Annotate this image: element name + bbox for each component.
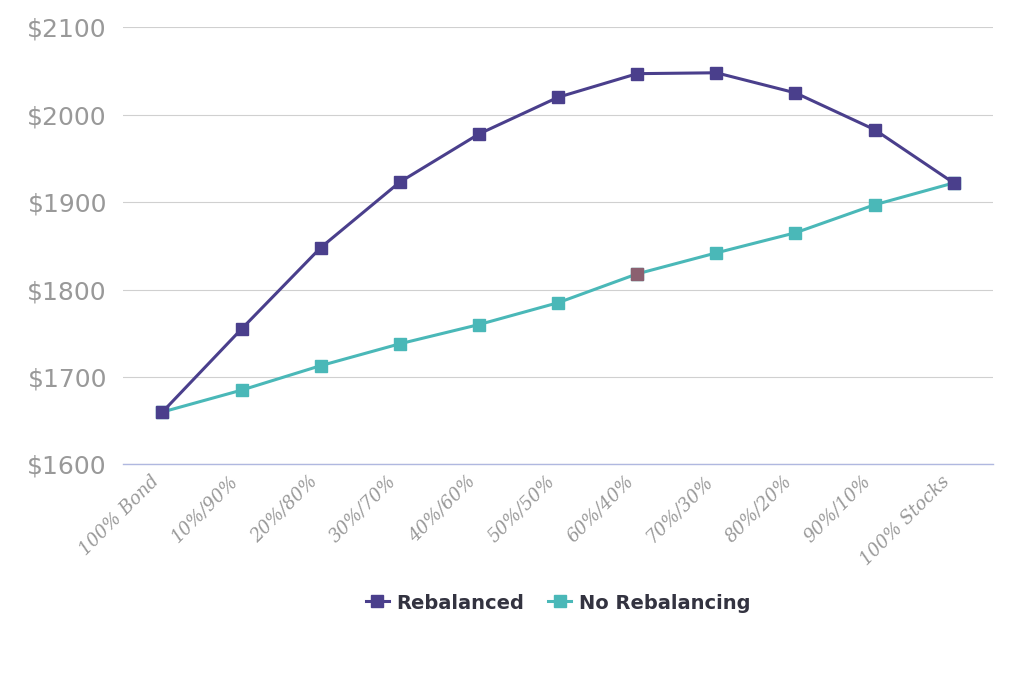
- Rebalanced: [947, 179, 959, 187]
- Rebalanced: [552, 93, 564, 101]
- Rebalanced: [393, 178, 406, 186]
- No Rebalancing: [473, 320, 485, 329]
- Rebalanced: [314, 244, 327, 252]
- Rebalanced: [868, 126, 881, 134]
- No Rebalancing: [711, 249, 723, 257]
- No Rebalancing: [314, 361, 327, 370]
- No Rebalancing: [790, 229, 802, 237]
- No Rebalancing: [631, 270, 643, 278]
- Legend: Rebalanced, No Rebalancing: Rebalanced, No Rebalancing: [357, 586, 759, 621]
- No Rebalancing: [868, 201, 881, 209]
- Rebalanced: [157, 408, 169, 416]
- Rebalanced: [236, 325, 248, 333]
- Rebalanced: [631, 70, 643, 78]
- Rebalanced: [790, 89, 802, 97]
- Rebalanced: [473, 130, 485, 138]
- No Rebalancing: [552, 298, 564, 307]
- Rebalanced: [711, 69, 723, 77]
- No Rebalancing: [393, 339, 406, 348]
- No Rebalancing: [947, 179, 959, 187]
- Line: No Rebalancing: No Rebalancing: [157, 177, 959, 418]
- No Rebalancing: [236, 386, 248, 394]
- Line: Rebalanced: Rebalanced: [157, 66, 959, 418]
- No Rebalancing: [157, 408, 169, 416]
